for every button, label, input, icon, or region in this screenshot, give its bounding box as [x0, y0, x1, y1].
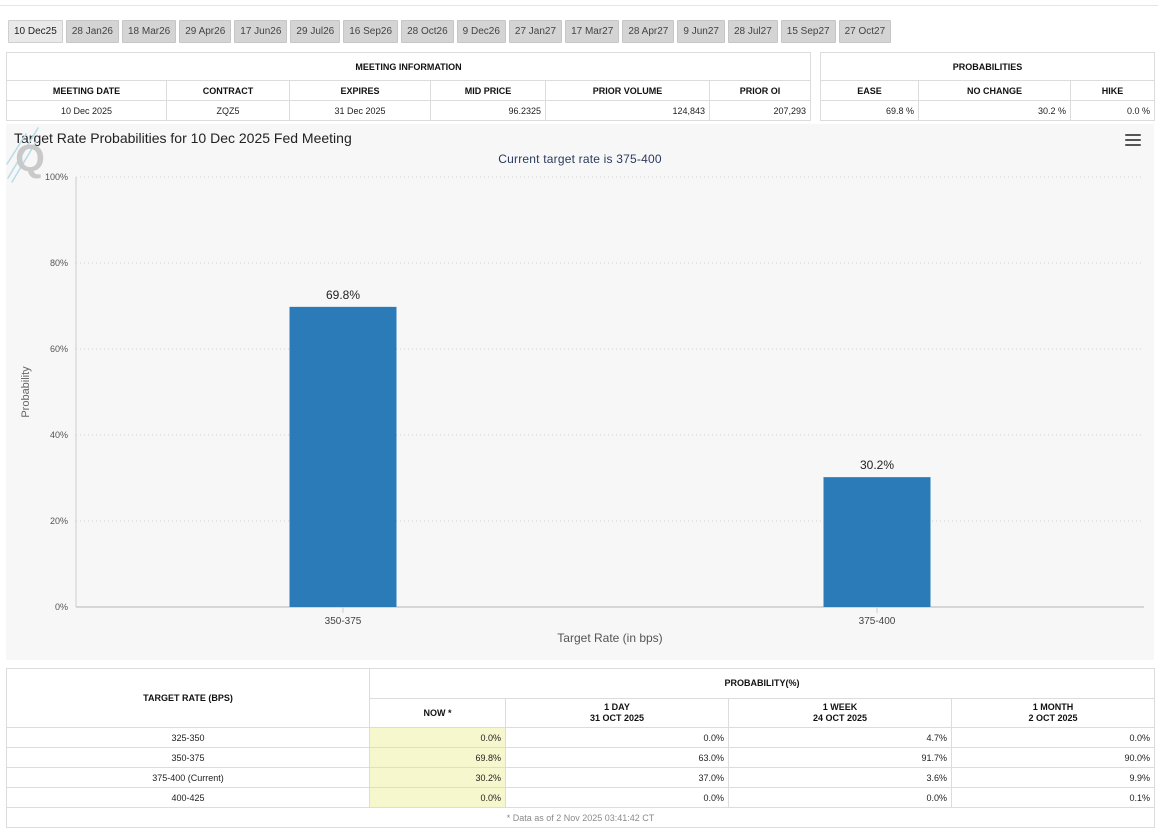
hamburger-menu-icon[interactable]	[1125, 134, 1141, 148]
tab-28-apr27[interactable]: 28 Apr27	[622, 20, 675, 43]
prior-volume-value: 124,843	[545, 100, 710, 121]
contract-value: ZQZ5	[166, 100, 290, 121]
prior-oi-value: 207,293	[708, 100, 812, 121]
target-rate-probability-table: TARGET RATE (BPS) PROBABILITY(%) NOW * 1…	[6, 668, 1155, 828]
probabilities-title: PROBABILITIES	[820, 52, 1155, 81]
meeting-information-table: MEETING INFORMATION MEETING DATE CONTRAC…	[5, 52, 812, 121]
col-prior-oi: PRIOR OI	[708, 80, 812, 101]
y-axis-title: Probability	[20, 366, 32, 418]
y-tick-label: 60%	[50, 344, 68, 354]
tab-29-jul26[interactable]: 29 Jul26	[290, 20, 341, 43]
table-row: 350-375 69.8% 63.0% 91.7% 90.0%	[6, 747, 1155, 768]
probability-header: PROBABILITY(%)	[369, 668, 1155, 699]
col-no-change: NO CHANGE	[918, 80, 1071, 101]
y-tick-label: 20%	[50, 516, 68, 526]
expires-value: 31 Dec 2025	[289, 100, 431, 121]
mid-price-value: 96.2325	[430, 100, 546, 121]
table-row: 325-350 0.0% 0.0% 4.7% 0.0%	[6, 727, 1155, 748]
col-hike: HIKE	[1070, 80, 1155, 101]
data-label: 30.2%	[860, 458, 894, 472]
bar-375-400	[823, 477, 931, 607]
tab-27-jan27[interactable]: 27 Jan27	[508, 20, 563, 43]
data-timestamp-footnote: * Data as of 2 Nov 2025 03:41:42 CT	[6, 807, 1155, 828]
tab-9-jun27[interactable]: 9 Jun27	[677, 20, 725, 43]
table-row: 375-400 (Current) 30.2% 37.0% 3.6% 9.9%	[6, 767, 1155, 788]
meeting-date-value: 10 Dec 2025	[6, 100, 167, 121]
col-1-day: 1 DAY 31 OCT 2025	[505, 698, 729, 728]
chart-subtitle: Current target rate is 375-400	[498, 152, 662, 166]
col-1-month: 1 MONTH 2 OCT 2025	[951, 698, 1155, 728]
table-row: 400-425 0.0% 0.0% 0.0% 0.1%	[6, 787, 1155, 808]
y-tick-label: 100%	[45, 172, 68, 182]
col-ease: EASE	[820, 80, 919, 101]
tab-10-dec25[interactable]: 10 Dec25	[8, 20, 63, 43]
col-mid-price: MID PRICE	[430, 80, 546, 101]
x-axis-title: Target Rate (in bps)	[557, 631, 662, 645]
probabilities-table: PROBABILITIES EASE NO CHANGE HIKE 69.8 %…	[820, 52, 1155, 121]
col-prior-volume: PRIOR VOLUME	[545, 80, 710, 101]
x-tick-label: 375-400	[859, 616, 896, 627]
tab-28-jul27[interactable]: 28 Jul27	[727, 20, 778, 43]
logo-letter: Q	[15, 138, 45, 180]
meeting-information-title: MEETING INFORMATION	[5, 52, 812, 81]
x-tick-label: 350-375	[325, 616, 362, 627]
y-tick-label: 40%	[50, 430, 68, 440]
tab-27-oct27[interactable]: 27 Oct27	[838, 20, 892, 43]
tab-16-sep26[interactable]: 16 Sep26	[343, 20, 399, 43]
tab-15-sep27[interactable]: 15 Sep27	[780, 20, 836, 43]
target-rate-header: TARGET RATE (BPS)	[6, 668, 370, 728]
y-tick-label: 0%	[55, 602, 68, 612]
tab-28-oct26[interactable]: 28 Oct26	[401, 20, 454, 43]
chart-canvas: 0% 20% 40% 60% 80% 100% 69.8% 350-375 30.2% 375-4…	[20, 172, 1144, 645]
chart-title: Target Rate Probabilities for 10 Dec 202…	[14, 130, 352, 146]
hike-value: 0.0 %	[1070, 100, 1155, 121]
col-contract: CONTRACT	[166, 80, 290, 101]
meeting-tabs: 10 Dec25 28 Jan26 18 Mar26 29 Apr26 17 J…	[8, 20, 892, 43]
tab-28-jan26[interactable]: 28 Jan26	[65, 20, 119, 43]
no-change-value: 30.2 %	[918, 100, 1071, 121]
ease-value: 69.8 %	[820, 100, 919, 121]
q-logo-icon: Q	[6, 127, 45, 183]
tab-17-mar27[interactable]: 17 Mar27	[565, 20, 620, 43]
col-meeting-date: MEETING DATE	[6, 80, 167, 101]
col-1-week: 1 WEEK 24 OCT 2025	[728, 698, 952, 728]
y-tick-label: 80%	[50, 258, 68, 268]
bar-350-375	[289, 306, 397, 607]
data-label: 69.8%	[326, 288, 360, 302]
target-rate-chart: 0% 20% 40% 60% 80% 100% 69.8% 350-375 30.2% 375-4…	[6, 124, 1154, 660]
tab-29-apr26[interactable]: 29 Apr26	[179, 20, 232, 43]
top-divider	[0, 5, 1158, 6]
tab-18-mar26[interactable]: 18 Mar26	[121, 20, 177, 43]
tab-17-jun26[interactable]: 17 Jun26	[234, 20, 288, 43]
tab-9-dec26[interactable]: 9 Dec26	[456, 20, 506, 43]
col-now: NOW *	[369, 698, 506, 728]
col-expires: EXPIRES	[289, 80, 431, 101]
